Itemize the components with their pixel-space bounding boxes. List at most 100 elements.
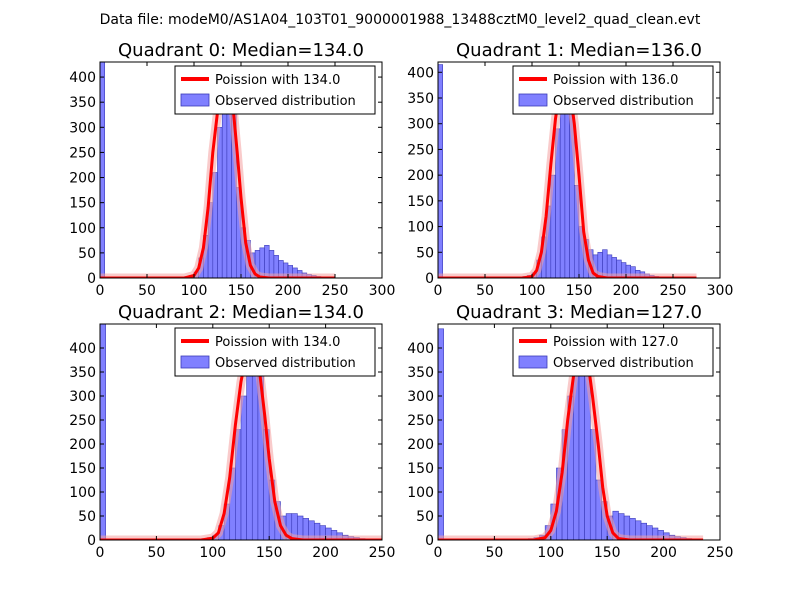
y-tick-label: 100 [69, 485, 96, 501]
axes-frame [437, 323, 721, 541]
legend: Poission with 134.0 Observed distribution [174, 327, 376, 377]
quadrant-0-title: Quadrant 0: Median=134.0 [118, 40, 364, 61]
quadrant-3-plot: 0 50 100 150 200 250 0 50 100 150 200 250 300 350 400 Q… [407, 302, 733, 561]
quadrant-1-title: Quadrant 1: Median=136.0 [456, 40, 702, 61]
x-tick-label: 150 [566, 283, 593, 299]
y-tick-label: 400 [407, 341, 434, 357]
quadrant-0-plot: 0 50 100 150 200 250 300 0 50 100 150 200 250 300 350 4… [69, 40, 395, 299]
legend-entry-poisson: Poission with 127.0 [553, 335, 678, 350]
x-tick-label: 250 [707, 545, 734, 561]
legend-entry-poisson: Poission with 136.0 [553, 73, 678, 88]
histogram-bar [100, 62, 105, 278]
x-tick-label: 100 [519, 283, 546, 299]
y-tick-label: 50 [416, 245, 434, 261]
y-tick-label: 400 [69, 70, 96, 86]
y-tick-label: 300 [69, 120, 96, 136]
x-tick-label: 300 [369, 283, 396, 299]
y-tick-label: 200 [69, 437, 96, 453]
histogram-bar [221, 91, 228, 278]
y-tick-label: 50 [416, 509, 434, 525]
y-tick-label: 0 [87, 533, 96, 549]
legend-entry-poisson: Poission with 134.0 [215, 335, 340, 350]
legend-box [512, 327, 714, 377]
histogram-bar [240, 395, 247, 540]
x-tick-label: 100 [199, 545, 226, 561]
legend-box [174, 65, 376, 115]
histogram-bar [246, 357, 253, 540]
y-tick-label: 200 [407, 437, 434, 453]
legend-entry-poisson: Poission with 134.0 [215, 73, 340, 88]
x-tick-label: 0 [96, 545, 105, 561]
legend-bar-swatch [518, 93, 548, 107]
legend: Poission with 134.0 Observed distribution [174, 65, 376, 115]
x-tick-label: 300 [707, 283, 734, 299]
y-tick-label: 300 [407, 389, 434, 405]
axes-frame [99, 323, 383, 541]
y-tick-label: 50 [78, 509, 96, 525]
legend-entry-observed: Observed distribution [215, 356, 356, 371]
y-tick-label: 300 [407, 117, 434, 133]
y-tick-label: 350 [69, 95, 96, 111]
figure-title: Data file: modeM0/AS1A04_103T01_90000019… [100, 12, 701, 28]
y-tick-label: 150 [69, 461, 96, 477]
y-tick-label: 250 [407, 413, 434, 429]
y-tick-label: 100 [407, 220, 434, 236]
x-tick-label: 100 [537, 545, 564, 561]
y-tick-label: 0 [425, 533, 434, 549]
x-tick-label: 50 [476, 283, 494, 299]
legend-entry-observed: Observed distribution [553, 94, 694, 109]
y-tick-label: 150 [407, 461, 434, 477]
y-tick-label: 350 [407, 365, 434, 381]
y-tick-label: 300 [69, 389, 96, 405]
y-tick-label: 0 [425, 271, 434, 287]
x-tick-label: 100 [181, 283, 208, 299]
x-tick-label: 200 [613, 283, 640, 299]
x-tick-label: 200 [312, 545, 339, 561]
x-tick-label: 0 [96, 283, 105, 299]
x-tick-label: 250 [322, 283, 349, 299]
histogram-bar [438, 64, 443, 278]
y-tick-label: 200 [69, 171, 96, 187]
legend-bar-swatch [180, 355, 210, 369]
x-tick-label: 250 [369, 545, 396, 561]
quadrant-1-plot: 0 50 100 150 200 250 300 0 50 100 150 200 250 300 350 4… [407, 40, 733, 299]
quadrant-2-plot: 0 50 100 150 200 250 0 50 100 150 200 250 300 350 400 Q… [69, 302, 395, 561]
y-tick-label: 400 [69, 341, 96, 357]
legend: Poission with 136.0 Observed distribution [512, 65, 714, 115]
x-tick-label: 150 [256, 545, 283, 561]
histogram-bar [438, 328, 444, 540]
histogram-bar [559, 95, 566, 278]
y-tick-label: 400 [407, 65, 434, 81]
y-tick-label: 250 [407, 142, 434, 158]
legend: Poission with 127.0 Observed distribution [512, 327, 714, 377]
y-tick-label: 250 [69, 413, 96, 429]
x-tick-label: 200 [650, 545, 677, 561]
x-tick-label: 50 [147, 545, 165, 561]
legend-bar-swatch [180, 93, 210, 107]
x-tick-label: 150 [594, 545, 621, 561]
y-tick-label: 150 [69, 196, 96, 212]
histogram-bar [100, 324, 106, 540]
y-tick-label: 350 [407, 91, 434, 107]
legend-entry-observed: Observed distribution [215, 94, 356, 109]
y-tick-label: 100 [407, 485, 434, 501]
x-tick-label: 250 [660, 283, 687, 299]
x-tick-label: 0 [434, 545, 443, 561]
x-tick-label: 200 [275, 283, 302, 299]
y-tick-label: 100 [69, 221, 96, 237]
y-tick-label: 200 [407, 168, 434, 184]
y-tick-label: 50 [78, 246, 96, 262]
quadrant-2-title: Quadrant 2: Median=134.0 [118, 302, 364, 323]
y-tick-label: 350 [69, 365, 96, 381]
x-tick-label: 50 [485, 545, 503, 561]
y-tick-label: 250 [69, 145, 96, 161]
x-tick-label: 0 [434, 283, 443, 299]
histogram-bar [217, 127, 223, 278]
y-tick-label: 0 [87, 271, 96, 287]
y-tick-label: 150 [407, 194, 434, 210]
legend-entry-observed: Observed distribution [553, 356, 694, 371]
x-tick-label: 50 [138, 283, 156, 299]
legend-bar-swatch [518, 355, 548, 369]
x-tick-label: 150 [228, 283, 255, 299]
